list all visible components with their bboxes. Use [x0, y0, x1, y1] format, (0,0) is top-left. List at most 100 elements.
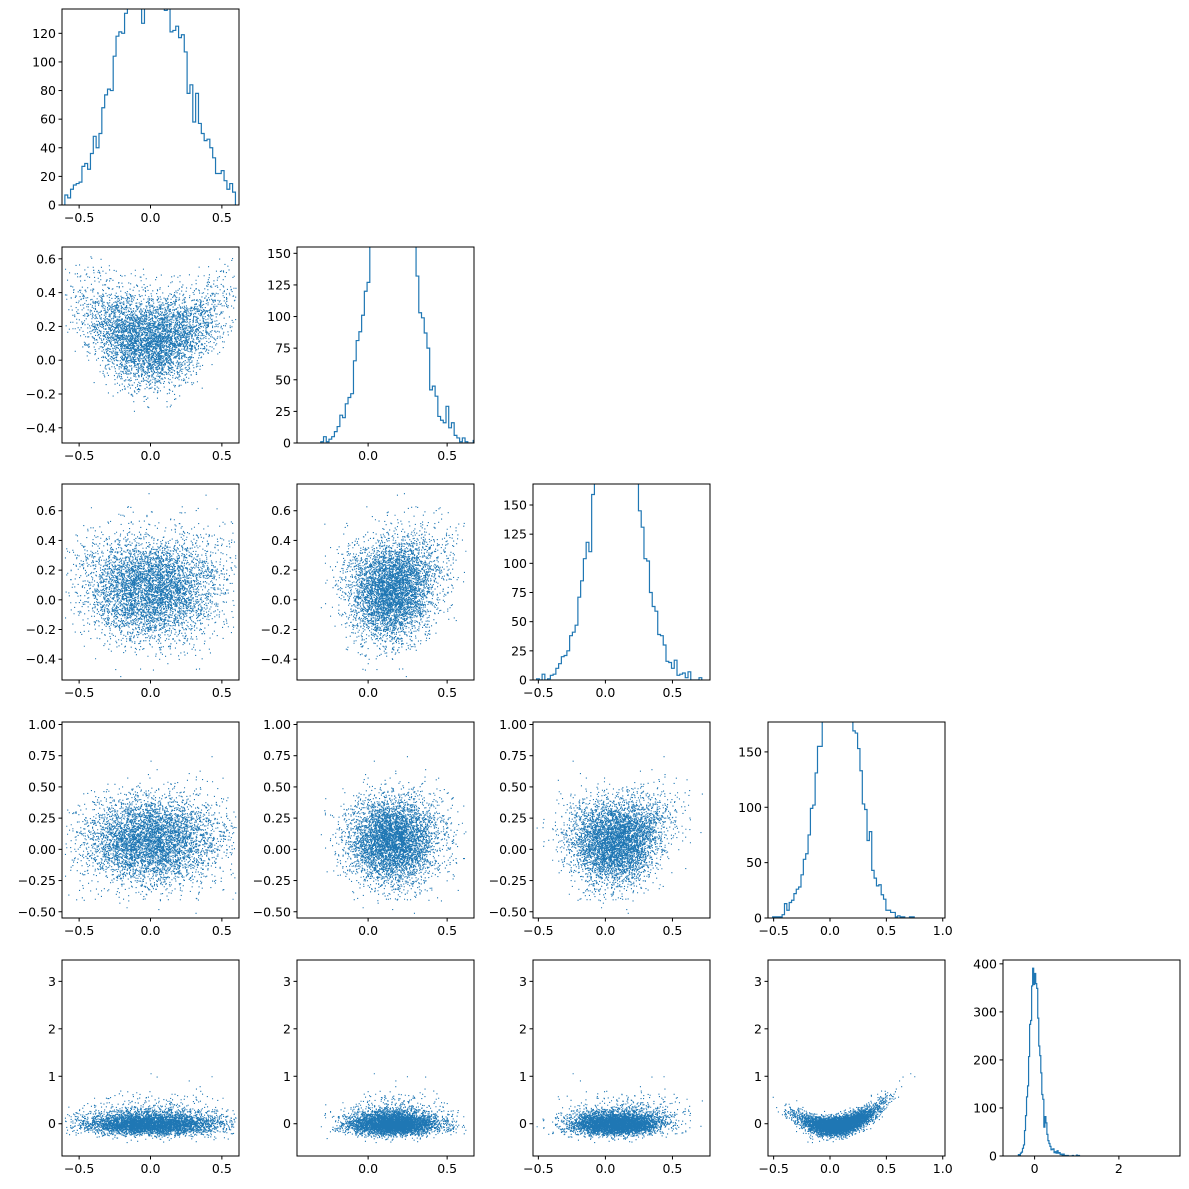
- x-tick-label: 0.0: [141, 923, 161, 938]
- x-tick-label: 0.0: [358, 1161, 378, 1176]
- y-tick-label: 3: [519, 974, 527, 989]
- y-tick-label: 0.2: [36, 563, 56, 578]
- y-tick-label: −0.4: [26, 420, 56, 435]
- y-tick-label: 1.00: [499, 717, 527, 732]
- y-tick-label: −0.25: [253, 873, 291, 888]
- y-tick-label: 0.50: [263, 779, 291, 794]
- y-tick-label: 0.0: [36, 592, 56, 607]
- y-tick-label: 0: [283, 1116, 291, 1131]
- y-tick-label: −0.25: [489, 873, 527, 888]
- panel-r3-c1-scatter: 0.0 0.5 −0.50 −0.25 0.00 0.25 0.50 0.75 1.00: [253, 717, 475, 938]
- y-tick-label: 50: [275, 372, 291, 387]
- x-tick-label: 0.5: [663, 685, 683, 700]
- y-tick-label: 0.4: [36, 533, 56, 548]
- x-tick-label: 0.5: [212, 923, 232, 938]
- x-tick-label: 0.0: [595, 1161, 615, 1176]
- y-tick-label: 1: [283, 1069, 291, 1084]
- scatter-points: [64, 493, 237, 678]
- axes-frame: [532, 483, 711, 681]
- y-tick-label: 150: [503, 498, 527, 513]
- x-tick-label: −0.5: [64, 1161, 94, 1176]
- x-tick-label: −0.5: [758, 1161, 788, 1176]
- axes-frame: [767, 959, 946, 1157]
- scatter-marks: [64, 247, 237, 412]
- x-tick-label: 2: [1115, 1161, 1123, 1176]
- y-tick-label: 0.0: [36, 353, 56, 368]
- scatter-points: [772, 1073, 916, 1144]
- panel-r4-c1-scatter: 0.0 0.5 0 1 2 3: [283, 959, 475, 1176]
- y-tick-label: −0.2: [26, 622, 56, 637]
- y-tick-label: 100: [738, 800, 762, 815]
- x-tick-label: 0.5: [876, 923, 896, 938]
- scatter-points: [536, 756, 703, 914]
- y-tick-label: 0.50: [499, 779, 527, 794]
- panel-r4-c3-scatter: −0.5 0.0 0.5 1.0 0 1 2 3: [754, 959, 953, 1176]
- y-tick-label: 100: [32, 54, 56, 69]
- y-tick-label: 50: [511, 614, 527, 629]
- x-tick-label: −0.5: [523, 923, 553, 938]
- x-tick-label: 0: [1031, 1161, 1039, 1176]
- panel-r2-c2-histogram: −0.5 0.0 0.5 0 25 50 75 100 125 150: [503, 483, 711, 700]
- y-tick-label: 0.4: [36, 285, 56, 300]
- x-tick-label: 0.5: [876, 1161, 896, 1176]
- y-tick-label: 300: [973, 1004, 997, 1019]
- x-tick-label: 0.0: [820, 1161, 840, 1176]
- axes-frame: [532, 721, 711, 919]
- y-tick-label: 0.25: [499, 811, 527, 826]
- y-tick-label: 25: [275, 404, 291, 419]
- scatter-points: [320, 1073, 467, 1144]
- y-tick-label: 0: [519, 673, 527, 688]
- panel-r4-c0-scatter: −0.5 0.0 0.5 0 1 2 3: [48, 959, 240, 1176]
- axes-frame: [296, 483, 475, 681]
- scatter-points: [320, 756, 467, 914]
- x-tick-label: 0.5: [663, 1161, 683, 1176]
- y-tick-label: 0.6: [36, 251, 56, 266]
- scatter-marks: [64, 756, 237, 914]
- y-tick-label: 2: [754, 1021, 762, 1036]
- y-tick-label: 0.4: [271, 533, 291, 548]
- y-tick-label: 125: [503, 527, 527, 542]
- x-tick-label: −0.5: [523, 1161, 553, 1176]
- x-tick-label: 0.0: [358, 685, 378, 700]
- y-tick-label: 0: [989, 1149, 997, 1164]
- scatter-marks: [772, 1073, 916, 1144]
- y-tick-label: 1: [48, 1069, 56, 1084]
- y-tick-label: 0.2: [36, 319, 56, 334]
- x-tick-label: −0.5: [64, 923, 94, 938]
- y-tick-label: 0.75: [263, 748, 291, 763]
- y-tick-label: −0.2: [261, 622, 291, 637]
- y-tick-label: −0.4: [261, 652, 291, 667]
- panel-r3-c2-scatter: −0.5 0.0 0.5 −0.50 −0.25 0.00 0.25 0.50 0.75 1.00: [489, 717, 711, 938]
- x-tick-label: 0.5: [663, 923, 683, 938]
- y-tick-label: 0: [754, 911, 762, 926]
- panel-r3-c3-histogram: −0.5 0.0 0.5 1.0 0 50 100 150: [738, 721, 953, 938]
- y-tick-label: 3: [754, 974, 762, 989]
- panel-r1-c1-histogram: 0.0 0.5 0 25 50 75 100 125 150: [267, 246, 475, 463]
- x-tick-label: 0.0: [358, 448, 378, 463]
- histogram-step-line: [64, 9, 237, 205]
- x-tick-label: 0.5: [212, 685, 232, 700]
- panel-r4-c2-scatter: −0.5 0.0 0.5 0 1 2 3: [519, 959, 711, 1176]
- y-tick-label: 0: [283, 436, 291, 451]
- x-tick-label: 0.5: [212, 210, 232, 225]
- scatter-marks: [320, 756, 467, 914]
- histogram-step-line: [320, 247, 474, 443]
- x-tick-label: −0.5: [64, 448, 94, 463]
- x-tick-label: 0.0: [141, 448, 161, 463]
- y-tick-label: 1: [754, 1069, 762, 1084]
- x-tick-label: 0.0: [141, 210, 161, 225]
- scatter-marks: [320, 1073, 467, 1144]
- scatter-points: [536, 1073, 703, 1144]
- y-tick-label: 75: [511, 585, 527, 600]
- y-tick-label: 25: [511, 643, 527, 658]
- x-tick-label: 0.0: [595, 923, 615, 938]
- histogram-step-line: [772, 722, 915, 918]
- y-tick-label: 125: [267, 277, 291, 292]
- axes-frame: [767, 721, 946, 919]
- y-tick-label: 0.00: [263, 842, 291, 857]
- x-tick-label: 1.0: [933, 923, 953, 938]
- y-tick-label: −0.25: [18, 873, 56, 888]
- y-tick-label: 0.75: [28, 748, 56, 763]
- y-tick-label: 20: [40, 169, 56, 184]
